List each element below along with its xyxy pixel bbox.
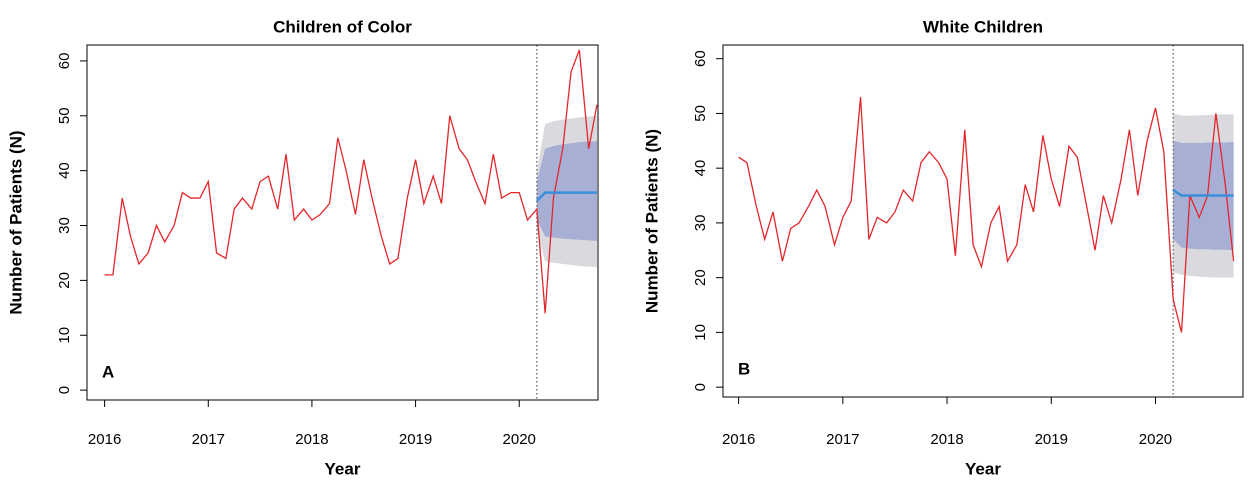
interval-80	[536, 141, 597, 241]
x-tick-label: 2018	[295, 431, 328, 448]
plot-box	[722, 44, 1244, 398]
panel-label: A	[102, 362, 114, 381]
x-tick-label: 2019	[1035, 431, 1068, 448]
chart-title: White Children	[923, 17, 1043, 36]
forecast-line	[535, 191, 597, 202]
y-tick-label: 10	[56, 327, 73, 344]
x-tick-label: 2018	[930, 431, 963, 448]
plot-box	[86, 44, 599, 401]
y-axis-label: Number of Patients (N)	[642, 129, 661, 313]
y-tick-label: 50	[692, 105, 709, 122]
y-tick-label: 20	[692, 269, 709, 286]
x-tick-label: 2016	[722, 431, 755, 448]
x-axis-label: Year	[965, 459, 1001, 478]
observed-line	[738, 96, 1235, 333]
x-tick-label: 2019	[399, 431, 432, 448]
panel-label: B	[738, 359, 750, 378]
y-tick-label: 40	[692, 160, 709, 177]
x-axis-label: Year	[325, 459, 361, 478]
y-tick-label: 50	[56, 107, 73, 124]
x-tick-label: 2020	[503, 431, 536, 448]
x-tick-label: 2020	[1139, 431, 1172, 448]
y-tick-label: 60	[692, 50, 709, 67]
y-tick-label: 0	[56, 386, 73, 394]
y-tick-label: 30	[56, 217, 73, 234]
y-axis-label: Number of Patients (N)	[6, 130, 25, 314]
chart-title: Children of Color	[273, 17, 412, 36]
x-tick-label: 2017	[192, 431, 225, 448]
y-tick-label: 0	[692, 383, 709, 391]
y-tick-label: 60	[56, 53, 73, 70]
observed-line	[104, 49, 598, 314]
y-tick-label: 40	[56, 162, 73, 179]
x-tick-label: 2016	[88, 431, 121, 448]
y-tick-label: 10	[692, 324, 709, 341]
x-tick-label: 2017	[826, 431, 859, 448]
forecast-line	[1172, 189, 1234, 197]
y-tick-label: 30	[692, 215, 709, 232]
y-tick-label: 20	[56, 272, 73, 289]
